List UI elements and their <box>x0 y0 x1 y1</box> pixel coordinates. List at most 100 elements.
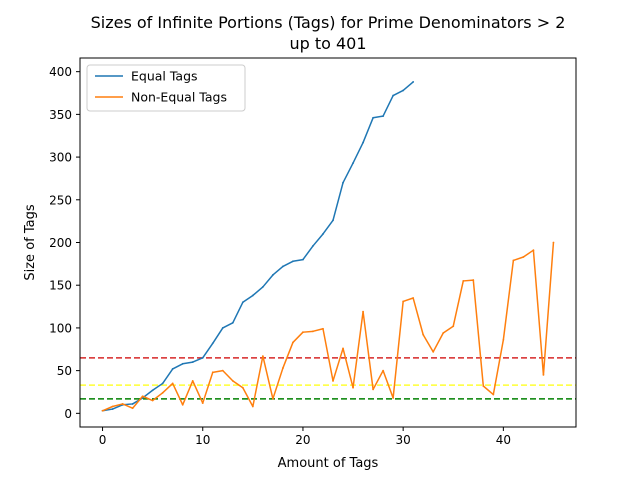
y-tick-label-200: 200 <box>49 236 72 250</box>
data-point-non-equal-tags-13 <box>231 379 234 382</box>
data-point-non-equal-tags-0 <box>101 409 104 412</box>
data-point-non-equal-tags-6 <box>161 391 164 394</box>
data-point-non-equal-tags-33 <box>432 350 435 353</box>
data-point-equal-tags-9 <box>191 361 194 363</box>
data-point-non-equal-tags-29 <box>392 397 395 399</box>
y-tick-label-50: 50 <box>57 364 72 378</box>
x-tick-label-20: 20 <box>295 433 310 447</box>
data-point-non-equal-tags-22 <box>322 327 324 330</box>
data-point-non-equal-tags-42 <box>522 256 525 258</box>
data-point-equal-tags-14 <box>241 301 244 304</box>
data-point-non-equal-tags-37 <box>472 279 475 281</box>
series-line-equal-tags <box>102 81 414 412</box>
y-tick-label-300: 300 <box>49 151 72 165</box>
data-point-equal-tags-16 <box>261 286 264 288</box>
y-tick-label-0: 0 <box>64 407 72 421</box>
chart-title-line-1: Sizes of Infinite Portions (Tags) for Pr… <box>91 13 566 32</box>
data-point-equal-tags-15 <box>251 294 254 297</box>
x-tick-label-10: 10 <box>195 433 210 447</box>
x-tick-label-30: 30 <box>396 433 411 447</box>
x-axis-ticks: 0 10 20 30 40 <box>99 427 511 447</box>
data-point-equal-tags-21 <box>312 245 314 247</box>
data-point-equal-tags-24 <box>342 181 344 184</box>
data-point-non-equal-tags-31 <box>412 297 415 299</box>
data-point-non-equal-tags-7 <box>171 382 174 385</box>
data-point-non-equal-tags-44 <box>542 373 545 376</box>
data-point-equal-tags-26 <box>362 141 364 144</box>
data-point-equal-tags-3 <box>131 403 134 405</box>
data-point-non-equal-tags-17 <box>271 397 274 400</box>
data-point-non-equal-tags-11 <box>211 371 214 374</box>
data-point-equal-tags-5 <box>151 389 154 392</box>
data-point-non-equal-tags-18 <box>282 367 284 369</box>
data-point-equal-tags-20 <box>302 258 304 261</box>
data-point-equal-tags-22 <box>322 233 324 235</box>
data-point-equal-tags-6 <box>161 382 164 385</box>
data-point-non-equal-tags-14 <box>241 386 244 389</box>
data-point-equal-tags-30 <box>402 89 405 92</box>
y-tick-label-350: 350 <box>49 108 72 122</box>
data-point-non-equal-tags-38 <box>482 385 485 387</box>
data-point-equal-tags-25 <box>352 162 354 164</box>
data-point-equal-tags-23 <box>332 219 334 222</box>
series-lines <box>101 81 555 412</box>
data-point-non-equal-tags-23 <box>332 379 334 382</box>
data-point-non-equal-tags-41 <box>512 259 515 262</box>
legend-box <box>86 64 246 112</box>
data-point-non-equal-tags-40 <box>502 338 505 341</box>
data-point-non-equal-tags-26 <box>362 310 364 313</box>
y-tick-label-250: 250 <box>49 193 72 207</box>
data-point-equal-tags-12 <box>221 327 224 329</box>
data-point-non-equal-tags-36 <box>462 280 465 282</box>
data-point-non-equal-tags-28 <box>382 369 385 372</box>
data-point-equal-tags-27 <box>372 116 374 119</box>
data-point-non-equal-tags-45 <box>552 241 555 244</box>
y-tick-label-100: 100 <box>49 321 72 335</box>
y-axis-ticks: 0 50 100 150 200 250 300 350 400 <box>49 65 80 421</box>
data-point-non-equal-tags-43 <box>532 249 535 252</box>
y-axis-label: Size of Tags <box>23 204 38 280</box>
data-point-non-equal-tags-27 <box>372 388 374 391</box>
x-tick-label-40: 40 <box>496 433 511 447</box>
y-tick-label-150: 150 <box>49 279 72 293</box>
data-point-equal-tags-28 <box>382 115 385 117</box>
data-point-non-equal-tags-20 <box>302 331 304 334</box>
data-point-equal-tags-29 <box>392 94 395 97</box>
data-point-non-equal-tags-19 <box>292 341 294 344</box>
data-point-non-equal-tags-39 <box>492 393 495 396</box>
data-point-non-equal-tags-1 <box>111 405 114 408</box>
data-point-equal-tags-8 <box>181 362 184 365</box>
data-point-non-equal-tags-30 <box>402 300 405 303</box>
chart-title-line-2: up to 401 <box>289 34 366 53</box>
data-point-equal-tags-19 <box>292 260 294 263</box>
data-point-non-equal-tags-24 <box>342 347 344 350</box>
data-point-equal-tags-31 <box>412 81 415 83</box>
data-point-non-equal-tags-12 <box>221 369 224 372</box>
y-tick-label-400: 400 <box>49 65 72 79</box>
x-axis-label: Amount of Tags <box>278 456 379 471</box>
data-point-equal-tags-13 <box>231 321 234 324</box>
data-point-non-equal-tags-3 <box>131 407 134 410</box>
data-point-equal-tags-17 <box>271 274 274 276</box>
data-point-non-equal-tags-25 <box>352 386 354 389</box>
data-point-non-equal-tags-34 <box>442 332 445 334</box>
legend: Equal Tags Non-Equal Tags <box>86 64 246 112</box>
data-point-non-equal-tags-10 <box>201 402 204 404</box>
data-point-non-equal-tags-8 <box>181 403 184 406</box>
data-point-non-equal-tags-35 <box>452 325 455 328</box>
data-point-non-equal-tags-15 <box>251 405 254 408</box>
data-point-equal-tags-7 <box>171 368 174 370</box>
plot-area <box>80 81 576 412</box>
data-point-non-equal-tags-9 <box>191 379 194 382</box>
data-point-non-equal-tags-32 <box>422 333 425 336</box>
data-point-equal-tags-1 <box>111 408 114 410</box>
data-point-non-equal-tags-21 <box>312 330 314 333</box>
data-point-equal-tags-10 <box>201 356 204 359</box>
x-tick-label-0: 0 <box>99 433 107 447</box>
data-point-non-equal-tags-2 <box>121 403 124 405</box>
data-point-non-equal-tags-16 <box>261 355 264 358</box>
data-point-equal-tags-11 <box>211 342 214 345</box>
legend-label-equal-tags: Equal Tags <box>131 69 198 84</box>
data-point-equal-tags-18 <box>282 265 284 268</box>
